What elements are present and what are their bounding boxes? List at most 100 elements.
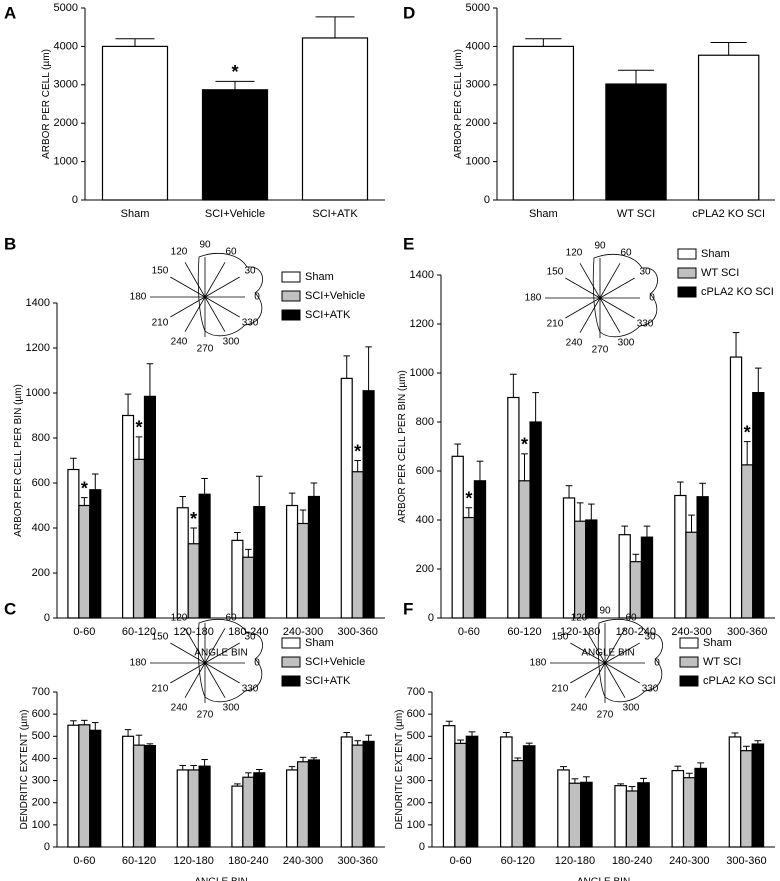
inset-radial [204, 628, 226, 664]
legend-label: SCI+Vehicle [305, 290, 365, 302]
bar [451, 455, 464, 619]
y-axis-label: DENDRITIC EXTENT (µm) [394, 709, 405, 829]
x-tick-label: 0-60 [73, 626, 95, 638]
inset-radial [584, 628, 606, 664]
bar [231, 785, 244, 848]
inset-angle-label: 60 [225, 247, 237, 258]
legend-label: SCI+ATK [305, 309, 351, 321]
x-tick-label: 120-180 [173, 626, 213, 638]
y-tick-label: 500 [32, 730, 50, 742]
legend-swatch [281, 290, 301, 302]
y-tick-label: 600 [32, 477, 50, 489]
y-tick-label: 700 [32, 686, 50, 698]
inset-angle-label: 120 [566, 248, 583, 259]
bar [301, 37, 369, 201]
bar [67, 468, 80, 619]
significance-marker: * [521, 435, 528, 455]
y-tick-label: 2000 [466, 117, 490, 129]
bar [286, 769, 299, 848]
legend-swatch [281, 675, 301, 687]
bar [729, 356, 743, 619]
x-tick-label: 120-180 [173, 855, 213, 867]
legend-swatch [281, 637, 301, 649]
bar [671, 770, 685, 848]
bar [454, 742, 467, 848]
x-tick-label: 240-300 [669, 855, 709, 867]
inset-angle-label: 330 [637, 319, 654, 330]
inset-radial [170, 296, 206, 318]
x-tick-label: 0-60 [450, 855, 472, 867]
inset-angle-label: 240 [171, 703, 188, 714]
y-axis-label: ARBOR PER CELL PER BIN (µm) [397, 370, 408, 523]
inset-angle-label: 180 [130, 658, 147, 669]
legend-swatch [677, 248, 697, 260]
inset-radial [579, 297, 601, 333]
inset-angle-label: 150 [152, 266, 169, 277]
bar [340, 736, 353, 848]
bar [573, 520, 587, 619]
legend-label: SCI+Vehicle [305, 656, 365, 668]
x-tick-label: 60-120 [122, 855, 156, 867]
legend-swatch [677, 286, 697, 298]
x-tick-label: 180-240 [612, 855, 652, 867]
inset-radial [184, 628, 206, 664]
y-tick-label: 0 [484, 194, 490, 206]
inset-angle-label: 60 [620, 248, 632, 259]
bar [500, 736, 513, 848]
bar [296, 522, 310, 619]
significance-marker: * [81, 478, 88, 498]
bar [143, 744, 156, 848]
bar [78, 504, 91, 619]
y-tick-label: 1400 [26, 297, 50, 309]
inset-angle-label: 150 [152, 632, 169, 643]
bar [618, 534, 631, 619]
significance-marker: * [231, 62, 238, 82]
inset-radial [204, 296, 240, 318]
y-tick-label: 1000 [410, 367, 434, 379]
y-tick-label: 0 [44, 841, 50, 853]
bar [78, 724, 91, 848]
bar [751, 743, 765, 848]
bar [694, 767, 708, 848]
inset-radial [604, 662, 640, 684]
y-tick-label: 0 [44, 612, 50, 624]
inset-radial [170, 642, 206, 664]
inset-angle-label: 30 [639, 267, 651, 278]
bar [685, 531, 698, 619]
inset-angle-label: 150 [552, 632, 569, 643]
x-tick-label: 240-300 [283, 626, 323, 638]
x-tick-label: 300-360 [337, 855, 377, 867]
inset-radial [170, 662, 206, 684]
inset-radial [599, 263, 621, 299]
bar [286, 504, 299, 619]
significance-marker: * [744, 422, 751, 442]
inset-angle-label: 300 [618, 338, 635, 349]
y-tick-label: 400 [416, 514, 434, 526]
legend-label: cPLA2 KO SCI [703, 675, 776, 687]
x-axis-label: ANGLE BIN [577, 877, 630, 881]
inset-angle-label: 150 [547, 267, 564, 278]
y-axis-label: DENDRITIC EXTENT (µm) [19, 709, 30, 829]
legend-swatch [281, 271, 301, 283]
legend-label: cPLA2 KO SCI [701, 286, 774, 298]
bar [625, 790, 639, 848]
bar [307, 495, 321, 619]
y-tick-label: 1000 [466, 156, 490, 168]
y-tick-label: 200 [32, 797, 50, 809]
inset-radial [565, 297, 601, 319]
y-tick-label: 0 [428, 612, 434, 624]
bar [518, 480, 531, 619]
significance-marker: * [190, 509, 197, 529]
inset-radial [599, 277, 635, 299]
inset-radial [599, 297, 635, 319]
x-tick-label: WT SCI [617, 208, 655, 220]
y-tick-label: 5000 [466, 2, 490, 14]
bar [307, 759, 321, 848]
y-tick-label: 0 [419, 841, 425, 853]
significance-marker: * [465, 489, 472, 509]
bar [351, 471, 364, 619]
inset-angle-label: 240 [171, 337, 188, 348]
bar [198, 493, 211, 619]
bar [605, 83, 667, 201]
